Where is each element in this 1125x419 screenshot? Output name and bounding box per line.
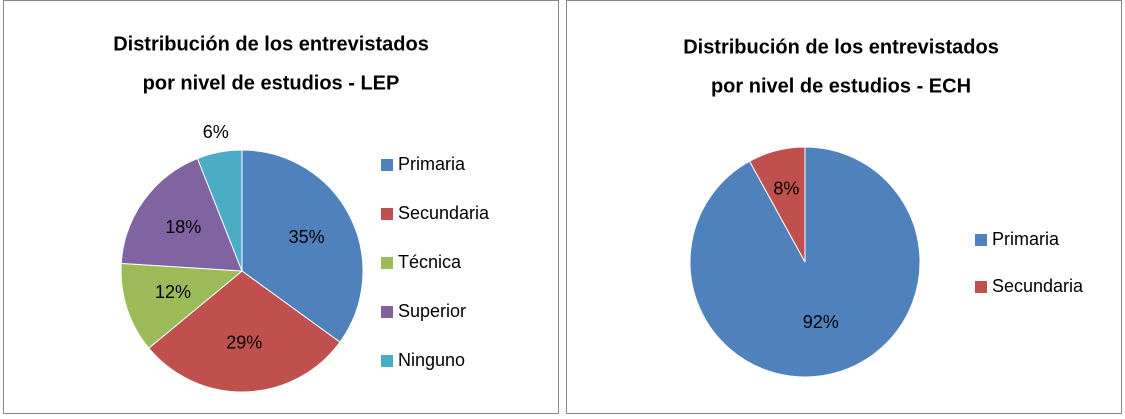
data-label: 29% — [226, 332, 262, 352]
data-label: 18% — [165, 217, 201, 237]
chart-title: Distribución de los entrevistados — [113, 33, 429, 55]
data-label: 8% — [773, 178, 799, 198]
legend-swatch — [381, 257, 393, 269]
pie-slice — [241, 149, 364, 343]
legend-swatch — [381, 355, 393, 367]
chart: Distribución de los entrevistados por niv… — [3, 0, 559, 414]
legend-label: Secundaria — [992, 276, 1084, 296]
legend-swatch — [381, 306, 393, 318]
chart: Distribución de los entrevistados por niv… — [566, 0, 1122, 414]
chart-title: Distribución de los entrevistados — [683, 36, 999, 58]
data-label: 35% — [289, 227, 325, 247]
pie-slice — [748, 146, 806, 263]
legend-label: Primaria — [398, 154, 466, 174]
legend-swatch — [381, 159, 393, 171]
legend-label: Secundaria — [398, 203, 490, 223]
data-label: 6% — [203, 122, 229, 142]
chart-title: por nivel de estudios - ECH — [711, 75, 971, 97]
pie-slice — [120, 262, 244, 349]
data-label: 12% — [155, 282, 191, 302]
pie-slice — [120, 157, 243, 272]
legend-swatch — [381, 208, 393, 220]
legend-label: Primaria — [992, 229, 1060, 249]
data-label: 92% — [803, 312, 839, 332]
legend-swatch — [975, 281, 987, 293]
legend-label: Ninguno — [398, 350, 465, 370]
chart-title: por nivel de estudios - LEP — [143, 72, 400, 94]
legend-label: Superior — [398, 301, 466, 321]
pie-slice — [148, 270, 341, 393]
legend-label: Técnica — [398, 252, 462, 272]
pie-slice — [196, 149, 243, 272]
legend-swatch — [975, 234, 987, 246]
